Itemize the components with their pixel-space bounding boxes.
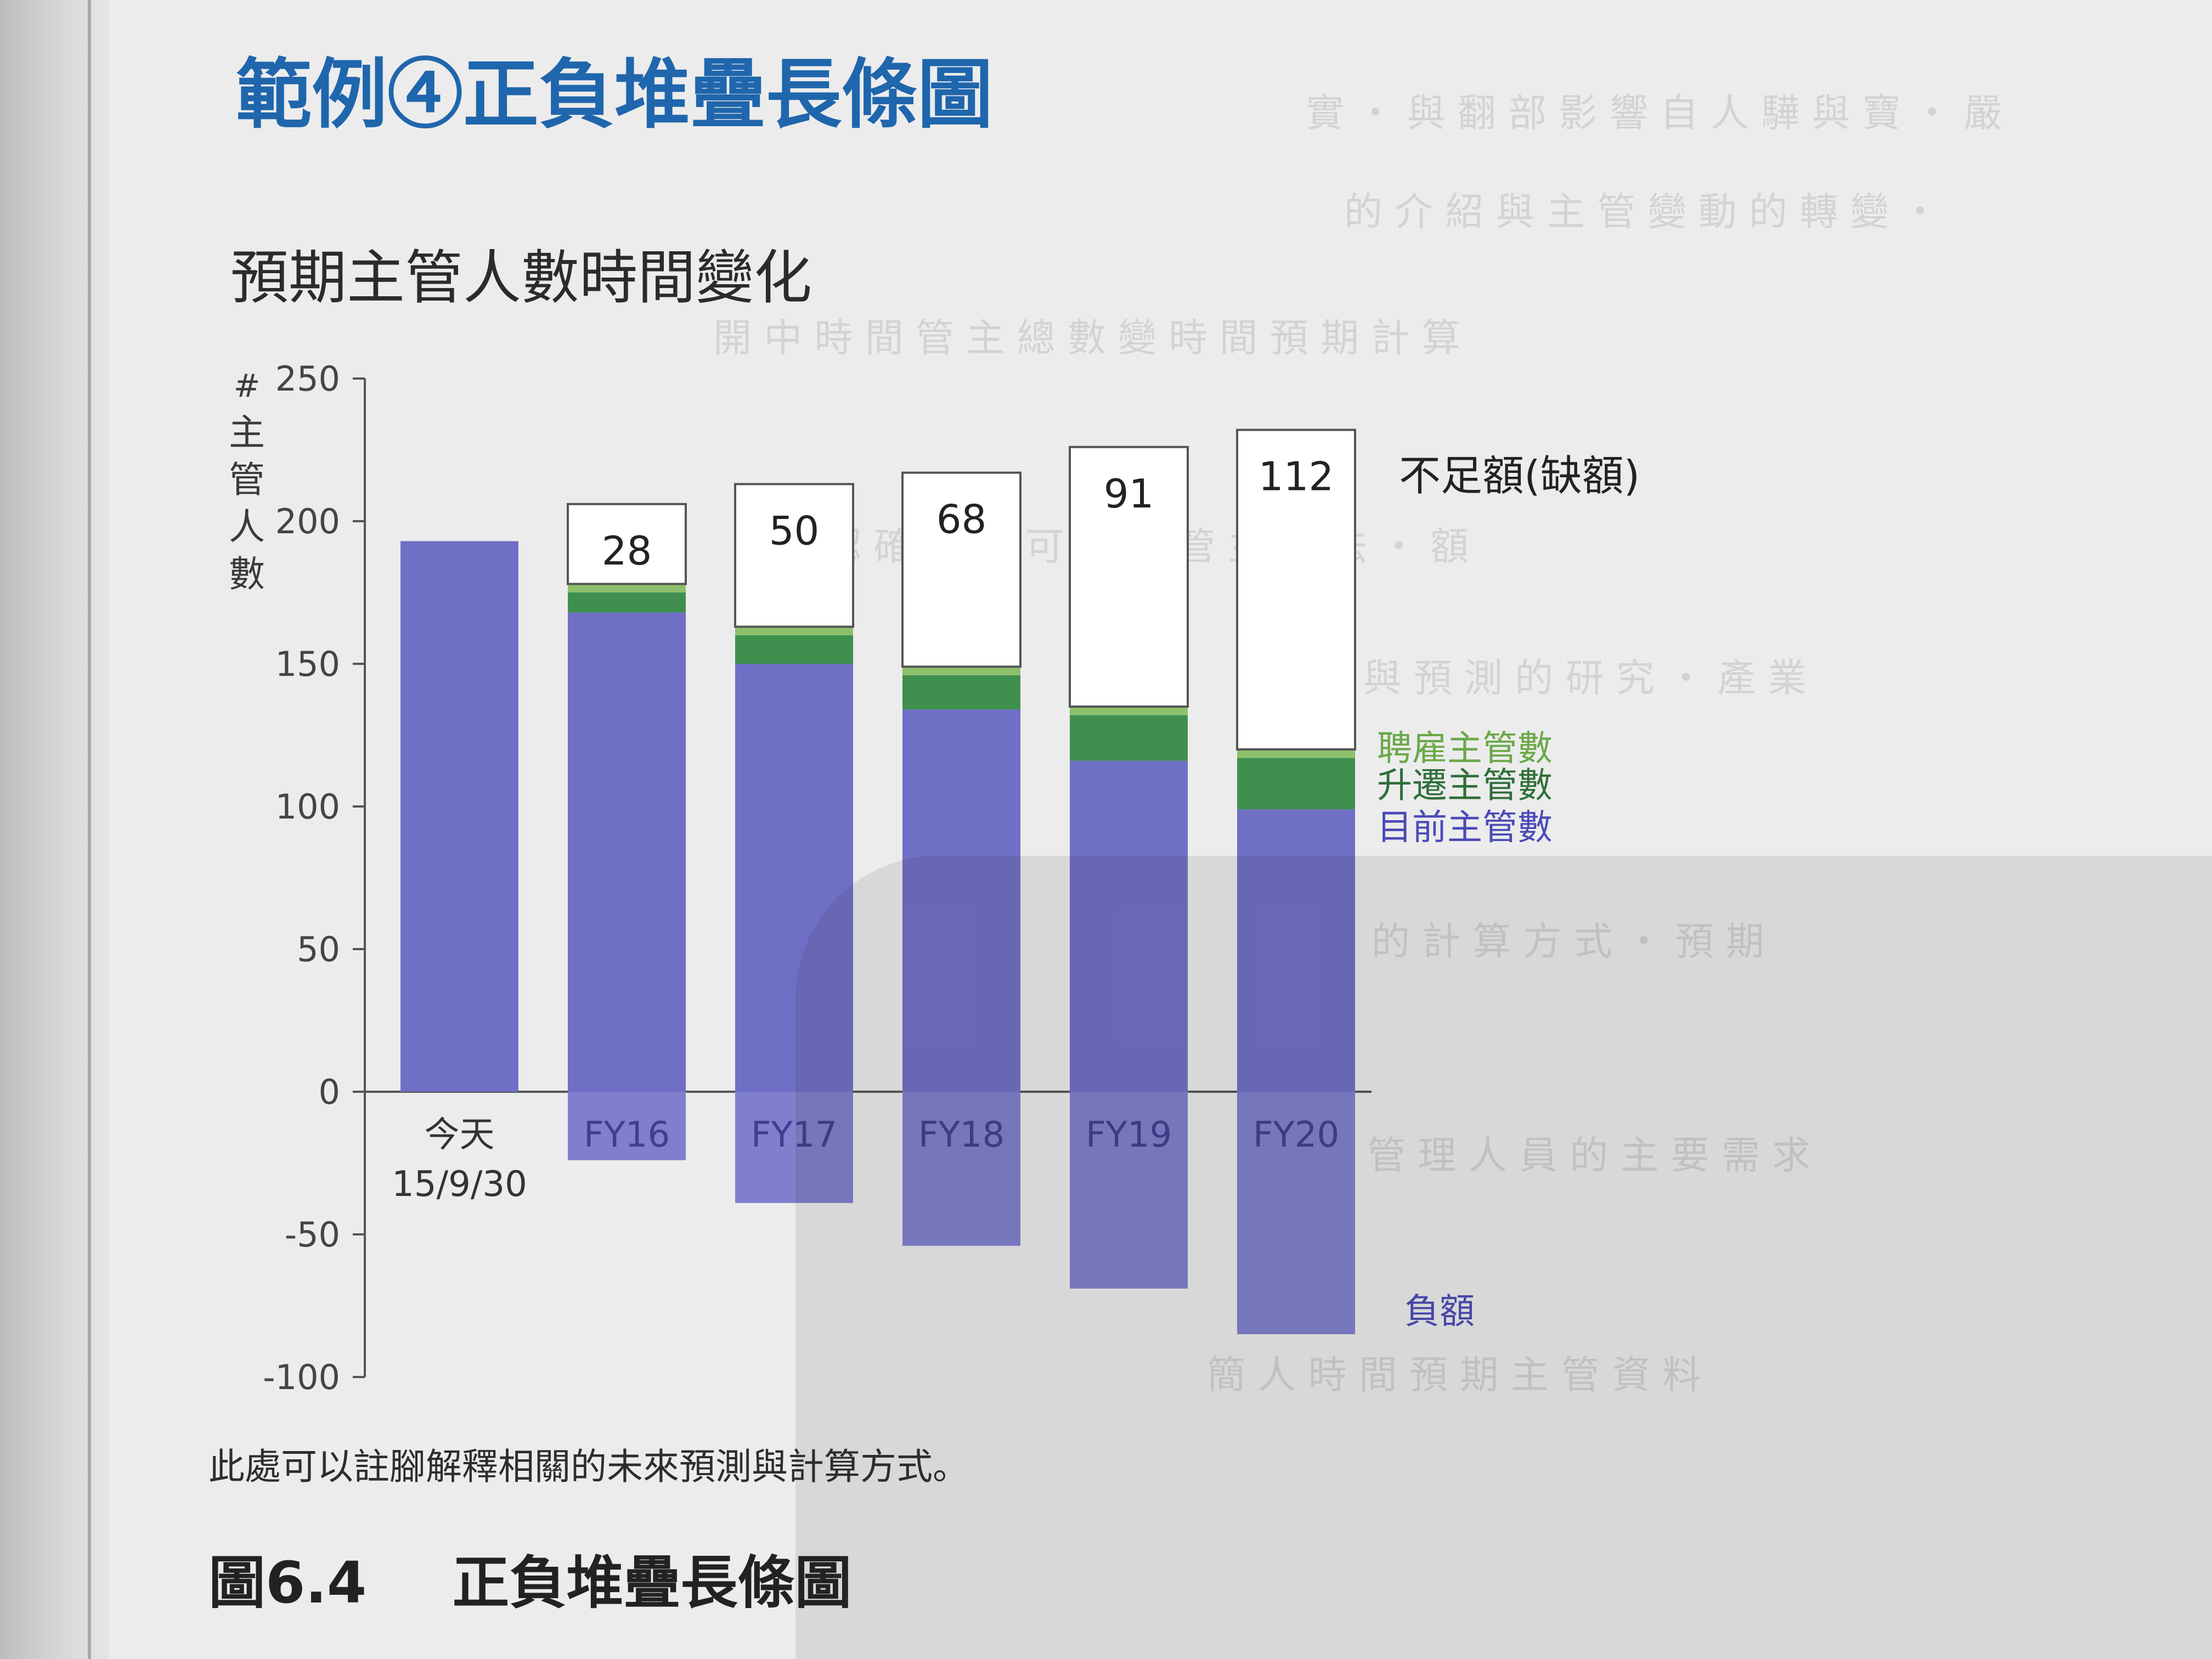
bar-promoted-managers: [568, 592, 686, 613]
bar-current-managers: [400, 541, 518, 1092]
x-category-label: FY19: [1086, 1115, 1172, 1155]
bar-hired-managers: [568, 584, 686, 592]
y-tick-label: 200: [275, 501, 340, 541]
legend-hired: 聘雇主管數: [1377, 729, 1553, 769]
y-tick-label: -50: [285, 1215, 340, 1255]
x-category-label: 今天: [425, 1115, 495, 1155]
bar-negative: [1237, 1092, 1355, 1334]
hand-shadow: [795, 856, 2212, 1659]
bar-hired-managers: [1237, 749, 1355, 758]
shortfall-value-label: 28: [602, 528, 652, 574]
bleed-through-text: 開 中 時 間 管 主 總 數 變 時 間 預 期 計 算: [713, 315, 1460, 360]
y-axis-label: # 主管人數: [228, 362, 266, 598]
bar-negative: [902, 1092, 1020, 1246]
y-axis-label-text: 主管人數: [229, 411, 265, 595]
bleed-through-text: 要 管 理 人 員 的 主 要 需 求: [1317, 1133, 1811, 1178]
y-tick-label: 50: [297, 929, 340, 969]
section-heading: 範例④正負堆疊長條圖: [236, 49, 994, 139]
shortfall-value-label: 91: [1104, 471, 1154, 517]
bar-shortfall: [734, 483, 854, 628]
bleed-through-text: 的 介 紹 與 主 管 變 動 的 轉 變 ・: [1344, 189, 1939, 234]
bar-shortfall: [1069, 445, 1189, 708]
bleed-through-text: 實 ・ 與 翻 部 影 響 自 人 驊 與 寶 ・ 嚴: [1306, 91, 2002, 136]
bleed-through-text: 的 計 算 方 式 ・ 預 期: [1372, 919, 1764, 964]
bar-hired-managers: [1070, 707, 1188, 715]
x-category-label: 15/9/30: [392, 1164, 527, 1205]
bar-shortfall: [901, 471, 1022, 668]
x-category-label: FY16: [584, 1115, 670, 1155]
y-tick-label: 0: [319, 1072, 340, 1112]
x-category-label: FY20: [1253, 1115, 1339, 1155]
bar-promoted-managers: [735, 635, 853, 664]
y-axis-label-hash: #: [233, 367, 261, 404]
bar-shortfall: [1236, 428, 1356, 751]
x-category-label: FY17: [751, 1115, 837, 1155]
footnote: 此處可以註腳解釋相關的未來預測與計算方式。: [208, 1446, 969, 1488]
figure-number: 圖6.4: [208, 1549, 367, 1616]
y-tick-label: 150: [275, 644, 340, 684]
bar-promoted-managers: [1070, 715, 1188, 761]
y-tick-label: 100: [275, 787, 340, 827]
shortfall-annotation: 不足額(缺額): [1399, 452, 1640, 500]
chart-title: 預期主管人數時間變化: [230, 244, 812, 312]
bar-promoted-managers: [902, 675, 1020, 710]
legend-current: 目前主管數: [1377, 808, 1553, 848]
bar-current-managers: [1237, 809, 1355, 1092]
page-binding-line: [88, 0, 91, 1659]
bar-current-managers: [1070, 760, 1188, 1092]
shortfall-value-label: 50: [769, 507, 820, 554]
y-tick-label: 250: [275, 359, 340, 399]
bar-negative: [735, 1092, 853, 1203]
bleed-through-text: 簡 人 時 間 預 期 主 管 資 料: [1207, 1352, 1701, 1397]
bar-negative: [568, 1092, 686, 1160]
legend-promoted: 升遷主管數: [1377, 765, 1553, 806]
y-tick-label: -100: [263, 1357, 340, 1397]
negative-annotation: 負額: [1404, 1291, 1475, 1332]
bar-hired-managers: [902, 667, 1020, 675]
bar-negative: [1070, 1092, 1188, 1289]
x-category-label: FY18: [918, 1115, 1005, 1155]
bar-hired-managers: [735, 627, 853, 635]
bar-current-managers: [902, 709, 1020, 1092]
bar-current-managers: [568, 612, 686, 1092]
bar-shortfall: [567, 503, 687, 585]
shortfall-value-label: 68: [936, 496, 987, 543]
bar-current-managers: [735, 664, 853, 1092]
page-edge: [0, 0, 110, 1659]
figure-title: 正負堆疊長條圖: [452, 1549, 852, 1616]
figure-caption: 圖6.4 正負堆疊長條圖: [208, 1536, 851, 1619]
shortfall-value-label: 112: [1259, 454, 1334, 500]
bar-promoted-managers: [1237, 758, 1355, 810]
